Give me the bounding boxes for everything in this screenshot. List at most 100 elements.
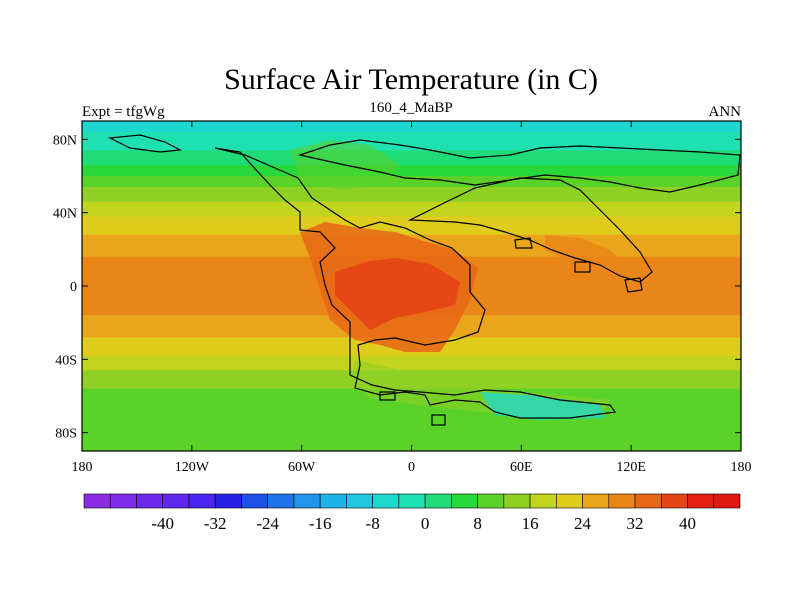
right-string: ANN <box>709 104 742 120</box>
temperature-band <box>82 231 741 236</box>
y-tick-label: 80N <box>53 133 77 148</box>
temperature-band <box>82 223 741 228</box>
x-axis-ticks: 180 120W 60W 0 60E 120E 180 <box>72 121 752 475</box>
colorbar-swatch <box>424 493 452 509</box>
temperature-band <box>82 201 741 206</box>
colorbar-swatch <box>109 493 137 509</box>
colorbar: -40 -32 -24 -16 -8 0 8 16 24 32 40 <box>83 493 741 533</box>
colorbar-label: -40 <box>151 514 174 533</box>
temperature-band <box>82 366 741 371</box>
y-tick-label: 40N <box>53 207 77 222</box>
x-tick-label: 0 <box>408 460 415 475</box>
colorbar-swatch <box>214 493 242 509</box>
colorbar-swatch <box>451 493 478 509</box>
colorbar-swatch <box>398 493 426 509</box>
colorbar-label: -16 <box>309 514 332 533</box>
colorbar-label: 24 <box>574 514 592 533</box>
temperature-band <box>82 418 741 423</box>
temperature-band <box>82 139 741 144</box>
y-tick-label: 0 <box>70 280 77 295</box>
temperature-band <box>82 216 741 221</box>
northern-landmass-coastline <box>297 139 741 193</box>
y-tick-label: 80S <box>55 427 77 442</box>
chart-title: Surface Air Temperature (in C) <box>224 63 598 96</box>
small-island-4 <box>431 414 446 426</box>
colorbar-swatch <box>188 493 216 509</box>
colorbar-swatch <box>372 493 400 509</box>
temperature-band <box>82 154 741 159</box>
small-island-3 <box>624 277 643 293</box>
x-tick-label: 180 <box>72 460 93 475</box>
colorbar-swatch <box>83 493 111 509</box>
small-island-1 <box>514 237 533 249</box>
temperature-band <box>82 209 741 214</box>
colorbar-swatch <box>582 493 610 509</box>
temperature-band <box>82 150 741 155</box>
eastern-arm-coastline <box>407 177 653 283</box>
colorbar-label: 32 <box>627 514 644 533</box>
temperature-band <box>82 157 741 162</box>
left-string: Expt = tfgWg <box>82 104 165 120</box>
temperature-band <box>82 212 741 217</box>
temperature-band <box>82 132 741 137</box>
temperature-band <box>82 429 741 434</box>
temperature-band <box>82 194 741 199</box>
temperature-band <box>82 363 741 368</box>
colorbar-swatch <box>477 493 505 509</box>
temperature-band <box>82 355 741 360</box>
temperature-band <box>82 128 741 133</box>
temperature-band <box>82 179 741 184</box>
colorbar-label: 40 <box>679 514 696 533</box>
colorbar-swatch <box>687 493 715 509</box>
colorbar-label: -8 <box>366 514 380 533</box>
temperature-band <box>82 135 741 140</box>
colorbar-swatch <box>346 493 373 509</box>
temperature-band <box>82 432 741 437</box>
colorbar-swatch <box>162 493 190 509</box>
temperature-band <box>82 190 741 195</box>
colorbar-swatch <box>660 493 688 509</box>
colorbar-label: -32 <box>204 514 227 533</box>
temperature-band <box>82 143 741 148</box>
pangaea-core-hot <box>335 258 460 330</box>
temperature-band <box>82 187 741 192</box>
y-axis-ticks: 80N 40N 0 40S 80S <box>53 133 741 442</box>
colorbar-label: 0 <box>421 514 430 533</box>
colorbar-swatch <box>136 493 164 509</box>
colorbar-label: 8 <box>473 514 482 533</box>
temperature-band <box>82 161 741 166</box>
temperature-band <box>82 414 741 419</box>
continent-warm-anomalies <box>290 140 640 420</box>
temperature-band <box>82 403 741 408</box>
temperature-band <box>82 227 741 232</box>
center-string: 160_4_MaBP <box>369 100 452 116</box>
colorbar-swatch <box>293 493 321 509</box>
temperature-band <box>82 440 741 445</box>
colorbar-swatch <box>503 493 531 509</box>
temperature-band <box>82 425 741 430</box>
small-island-2 <box>574 261 591 273</box>
colorbar-label: 16 <box>522 514 539 533</box>
colorbar-swatch <box>713 493 741 509</box>
temperature-band <box>82 359 741 364</box>
temperature-band <box>82 172 741 177</box>
temperature-band <box>82 220 741 225</box>
y-tick-label: 40S <box>55 353 77 368</box>
temperature-band <box>82 165 741 170</box>
colorbar-swatch <box>319 493 347 509</box>
colorbar-label: -24 <box>256 514 279 533</box>
coastlines <box>107 134 741 426</box>
temperature-band <box>82 146 741 151</box>
x-tick-label: 60E <box>510 460 533 475</box>
x-tick-label: 180 <box>731 460 752 475</box>
temperature-band <box>82 407 741 412</box>
pangaea-arm-warm <box>545 235 640 282</box>
x-tick-label: 60W <box>288 460 316 475</box>
colorbar-swatch <box>634 493 662 509</box>
temperature-band <box>82 234 741 239</box>
temperature-band <box>82 168 741 173</box>
colorbar-swatch <box>556 493 583 509</box>
temperature-band <box>82 410 741 415</box>
x-tick-label: 120W <box>175 460 210 475</box>
temperature-band <box>82 205 741 210</box>
